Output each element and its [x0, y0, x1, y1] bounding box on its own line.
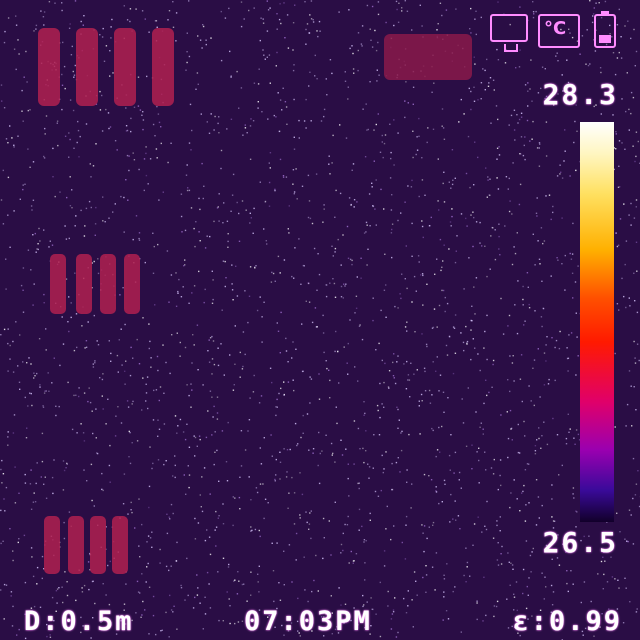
temp-unit-symbol: °C — [544, 18, 567, 39]
monitor-icon[interactable] — [490, 14, 528, 52]
celsius-icon[interactable]: °C — [538, 14, 580, 48]
color-scale-bar — [580, 122, 614, 522]
distance-readout: D:0.5m — [24, 606, 134, 637]
clock-readout: 07:03PM — [244, 606, 372, 637]
hot-block-top-right — [384, 34, 472, 80]
battery-icon — [594, 11, 616, 48]
scale-max-temp: 28.3 — [542, 78, 618, 111]
emissivity-readout: ε:0.99 — [512, 606, 622, 637]
hot-bars-bottom-left — [44, 516, 128, 574]
hot-bars-top-left — [38, 28, 174, 106]
hot-bars-middle-left — [50, 254, 140, 314]
scale-min-temp: 26.5 — [542, 526, 618, 559]
